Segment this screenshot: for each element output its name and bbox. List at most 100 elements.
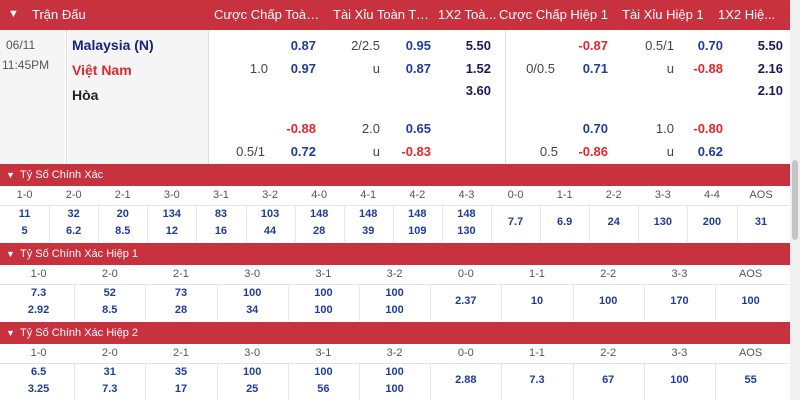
ft-handicap-home-odds-alt[interactable]: -0.88 [286, 121, 316, 136]
score-odds-alt-1-0[interactable]: 2.92 [27, 304, 50, 316]
score-odds-4-4[interactable]: 200 [702, 216, 722, 228]
score-label-2-2: 2-2 [600, 268, 617, 280]
h1-handicap-home-odds[interactable]: -0.87 [578, 38, 608, 53]
header-ft-over-under[interactable]: Tài Xỉu Toàn Trận [333, 7, 433, 22]
ft-ou-under-odds[interactable]: 0.87 [405, 61, 431, 76]
section-correct-score[interactable]: ▼ Tỷ Số Chính Xác [0, 164, 800, 186]
score-odds-4-0[interactable]: 148 [309, 208, 329, 220]
ft-ou-over-odds[interactable]: 0.95 [405, 38, 431, 53]
score-odds-3-1[interactable]: 100 [314, 287, 333, 299]
score-odds-4-2[interactable]: 148 [408, 208, 427, 220]
score-odds-alt-3-1[interactable]: 100 [314, 304, 333, 316]
score-odds-1-0[interactable]: 11 [18, 208, 31, 220]
chevron-down-icon[interactable]: ▼ [8, 8, 19, 20]
ft-1x2-draw[interactable]: 3.60 [465, 83, 491, 98]
score-odds-1-0[interactable]: 6.5 [30, 366, 47, 378]
header-ft-1x2[interactable]: 1X2 Toà... [438, 7, 497, 22]
score-odds-alt-2-1[interactable]: 17 [174, 383, 188, 395]
vertical-scrollbar[interactable] [790, 0, 800, 400]
score-odds-1-1[interactable]: 6.9 [556, 216, 573, 228]
score-odds-alt-3-0[interactable]: 12 [165, 225, 178, 237]
score-odds-2-2[interactable]: 100 [599, 295, 618, 307]
score-odds-alt-4-1[interactable]: 39 [362, 225, 375, 237]
score-odds-2-0[interactable]: 52 [103, 287, 116, 299]
score-odds-alt-1-0[interactable]: 5 [21, 225, 28, 237]
section-correct-score-h2[interactable]: ▼ Tỷ Số Chính Xác Hiệp 2 [0, 322, 800, 344]
score-odds-2-0[interactable]: 32 [67, 208, 80, 220]
score-odds-3-0[interactable]: 134 [162, 208, 182, 220]
score-odds-alt-2-0[interactable]: 8.5 [102, 304, 118, 316]
header-h1-handicap[interactable]: Cược Chấp Hiệp 1 [499, 7, 608, 22]
score-odds-3-1[interactable]: 83 [214, 208, 228, 220]
ft-handicap-away-odds[interactable]: 0.97 [290, 61, 316, 76]
score-labels-row: 1-0 2-0 2-1 3-0 3-1 3-2 0-0 1-1 2-2 3-3 AOS [0, 265, 800, 285]
score-odds-0-0[interactable]: 2.37 [455, 295, 477, 307]
score-odds-3-3[interactable]: 130 [653, 216, 673, 228]
score-odds-alt-4-0[interactable]: 28 [313, 225, 326, 237]
score-odds-aos[interactable]: 100 [741, 295, 760, 307]
score-odds-0-0[interactable]: 7.7 [507, 216, 524, 228]
h1-ou-over-odds-alt[interactable]: -0.80 [693, 121, 723, 136]
h1-1x2-draw[interactable]: 2.10 [757, 83, 783, 98]
ft-1x2-home[interactable]: 5.50 [465, 38, 491, 53]
score-label-3-0: 3-0 [163, 189, 180, 201]
section-correct-score-h1[interactable]: ▼ Tỷ Số Chính Xác Hiệp 1 [0, 243, 800, 265]
score-odds-2-2[interactable]: 24 [607, 216, 620, 228]
h1-ou-over-odds[interactable]: 0.70 [697, 38, 723, 53]
score-odds-0-0[interactable]: 2.88 [455, 374, 477, 386]
ft-ou-over-odds-alt[interactable]: 0.65 [405, 121, 431, 136]
score-odds-alt-3-1[interactable]: 16 [214, 225, 228, 237]
score-odds-aos[interactable]: 55 [744, 374, 757, 386]
score-odds-3-2[interactable]: 100 [385, 366, 404, 378]
score-odds-3-0[interactable]: 100 [243, 366, 262, 378]
h1-handicap-away-odds-alt[interactable]: -0.86 [578, 144, 608, 159]
score-odds-3-2[interactable]: 103 [260, 208, 280, 220]
score-odds-2-1[interactable]: 20 [116, 208, 129, 220]
ft-handicap-home-odds[interactable]: 0.87 [290, 38, 316, 53]
ft-ou-under-odds-alt[interactable]: -0.83 [401, 144, 431, 159]
score-odds-3-1[interactable]: 100 [314, 366, 333, 378]
score-odds-2-0[interactable]: 31 [103, 366, 116, 378]
match-row: 06/11 11:45PM Malaysia (N) Việt Nam Hòa … [0, 30, 800, 164]
score-odds-3-3[interactable]: 100 [670, 374, 689, 386]
scrollbar-thumb[interactable] [792, 160, 798, 240]
score-odds-alt-2-1[interactable]: 28 [174, 304, 188, 316]
score-odds-1-0[interactable]: 7.3 [30, 287, 47, 299]
score-odds-alt-3-0[interactable]: 25 [246, 383, 259, 395]
ft-handicap-away-odds-alt[interactable]: 0.72 [290, 144, 316, 159]
h1-1x2-home[interactable]: 5.50 [757, 38, 783, 53]
score-odds-aos[interactable]: 31 [754, 216, 768, 228]
score-odds-3-3[interactable]: 170 [670, 295, 689, 307]
h1-1x2-away[interactable]: 2.16 [757, 61, 783, 76]
score-odds-2-2[interactable]: 67 [602, 374, 615, 386]
score-label-1-1: 1-1 [529, 347, 545, 359]
h1-ou-under-odds-alt[interactable]: 0.62 [697, 144, 723, 159]
score-odds-4-1[interactable]: 148 [359, 208, 378, 220]
score-odds-alt-1-0[interactable]: 3.25 [27, 383, 50, 395]
score-odds-alt-3-1[interactable]: 56 [317, 383, 330, 395]
score-odds-alt-2-1[interactable]: 8.5 [115, 225, 131, 237]
score-odds-alt-4-2[interactable]: 109 [408, 225, 427, 237]
h1-ou-under-odds[interactable]: -0.88 [693, 61, 723, 76]
header-h1-over-under[interactable]: Tài Xỉu Hiệp 1 [622, 7, 704, 22]
score-odds-1-1[interactable]: 7.3 [529, 374, 545, 386]
ft-1x2-away[interactable]: 1.52 [465, 61, 491, 76]
score-odds-alt-3-2[interactable]: 100 [385, 383, 404, 395]
header-ft-handicap[interactable]: Cược Chấp Toàn ... [214, 7, 326, 22]
header-h1-1x2[interactable]: 1X2 Hiệ... [718, 7, 776, 22]
score-odds-1-1[interactable]: 10 [530, 295, 544, 307]
h1-handicap-home-odds-alt[interactable]: 0.70 [582, 121, 608, 136]
score-odds-2-1[interactable]: 35 [174, 366, 188, 378]
score-odds-alt-2-0[interactable]: 7.3 [102, 383, 118, 395]
score-odds-alt-3-2[interactable]: 100 [385, 304, 404, 316]
h1-handicap-away-odds[interactable]: 0.71 [582, 61, 608, 76]
score-odds-alt-2-0[interactable]: 6.2 [65, 225, 82, 237]
score-odds-alt-3-0[interactable]: 34 [246, 304, 259, 316]
score-odds-alt-3-2[interactable]: 44 [263, 225, 277, 237]
score-odds-3-2[interactable]: 100 [385, 287, 404, 299]
score-odds-alt-4-3[interactable]: 130 [457, 225, 476, 237]
score-odds-2-1[interactable]: 73 [174, 287, 188, 299]
score-odds-4-3[interactable]: 148 [457, 208, 476, 220]
score-odds-3-0[interactable]: 100 [243, 287, 262, 299]
column-divider [245, 206, 247, 242]
